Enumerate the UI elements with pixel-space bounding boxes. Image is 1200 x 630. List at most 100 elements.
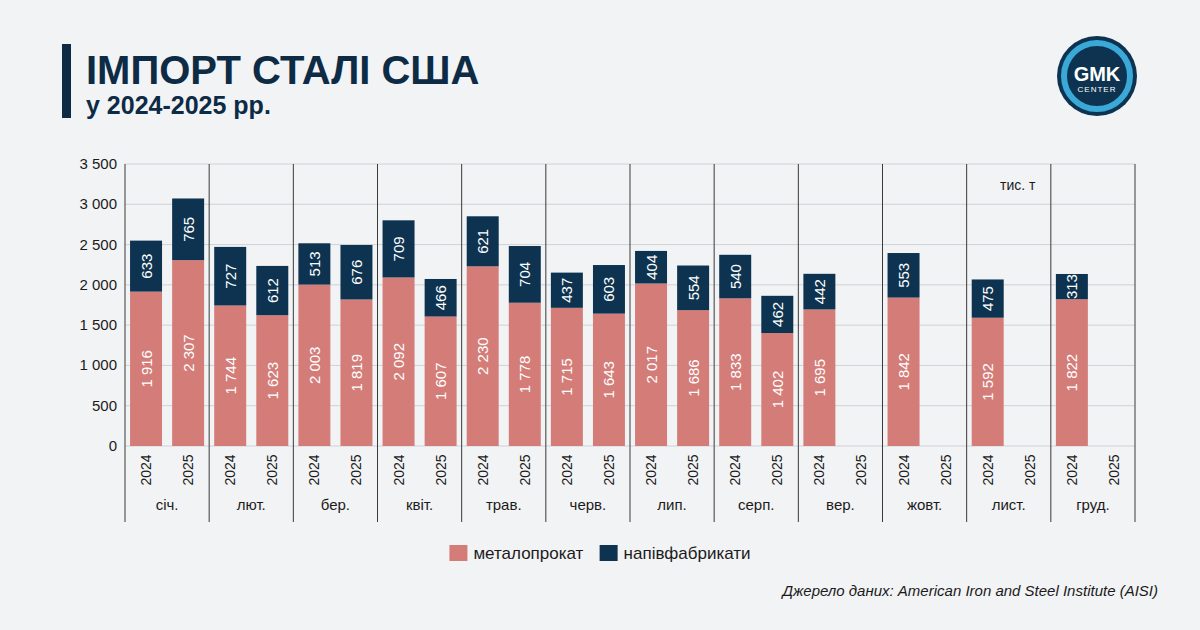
bars: [130, 198, 1088, 446]
bar-segment: [888, 298, 920, 446]
x-tick-label: 2025: [348, 454, 364, 485]
bar-segment: [214, 305, 246, 446]
group-label: січ.: [156, 496, 179, 513]
data-label: 1 842: [895, 353, 912, 391]
bar-segment: [509, 303, 541, 446]
bar-segment: [677, 310, 709, 446]
bar-segment: [130, 241, 162, 292]
bar-segment: [172, 260, 204, 446]
group-separator: [545, 164, 546, 522]
y-tick-label: 0: [109, 437, 117, 454]
bar-segment: [635, 283, 667, 446]
group-label: трав.: [486, 496, 522, 513]
x-tick-label: 2025: [264, 454, 280, 485]
data-label: 676: [348, 260, 365, 285]
y-tick-label: 3 500: [79, 155, 117, 172]
legend-swatch: [449, 545, 467, 561]
x-tick-label: 2024: [391, 454, 407, 485]
group-separator: [714, 164, 715, 522]
group-separator: [461, 164, 462, 522]
data-label: 765: [180, 217, 197, 242]
bar-segment: [425, 279, 457, 317]
data-label: 1 744: [222, 357, 239, 395]
data-label: 404: [643, 255, 660, 280]
legend: металопрокатнапівфабрикати: [449, 544, 750, 563]
x-tick-label: 2024: [980, 454, 996, 485]
bar-segment: [1056, 299, 1088, 446]
data-label: 554: [685, 275, 702, 300]
data-label: 2 017: [643, 346, 660, 384]
bar-segment: [425, 317, 457, 446]
bar-segment: [803, 274, 835, 310]
x-tick-label: 2024: [1064, 454, 1080, 485]
bar-segment: [761, 333, 793, 446]
group-separator: [966, 164, 967, 522]
x-tick-label: 2025: [517, 454, 533, 485]
group-label: серп.: [738, 496, 774, 513]
bar-segment: [383, 277, 415, 446]
bar-segment: [509, 246, 541, 303]
x-tick-label: 2025: [1106, 454, 1122, 485]
group-label: черв.: [570, 496, 607, 513]
data-label: 1 686: [685, 359, 702, 397]
bar-segment: [677, 266, 709, 311]
data-label: 1 607: [432, 362, 449, 400]
data-label: 603: [600, 277, 617, 302]
x-tick-label: 2025: [180, 454, 196, 485]
y-tick-label: 500: [92, 397, 117, 414]
legend-label: металопрокат: [473, 544, 583, 563]
bar-segment: [593, 265, 625, 314]
bar-segment: [551, 273, 583, 308]
group-label: груд.: [1076, 496, 1110, 513]
bar-segment: [803, 309, 835, 446]
data-label: 1 695: [811, 359, 828, 397]
x-tick-label: 2024: [138, 454, 154, 485]
group-label: квіт.: [406, 496, 433, 513]
data-label: 709: [390, 236, 407, 261]
logo-circle: [1057, 36, 1137, 116]
x-tick-label: 2024: [811, 454, 827, 485]
title-accent: [62, 44, 71, 118]
data-labels: 1 9166332 3077651 7447271 6236122 003513…: [138, 217, 1081, 409]
data-label: 1 592: [979, 363, 996, 401]
unit-label: тис. т: [1000, 177, 1036, 193]
bar-segment: [719, 298, 751, 446]
group-separator: [125, 164, 126, 522]
data-label: 1 819: [348, 354, 365, 392]
group-label: бер.: [321, 496, 350, 513]
group-separator: [377, 164, 378, 522]
data-label: 2 230: [474, 337, 491, 375]
bar-segment: [761, 296, 793, 333]
x-tick-label: 2024: [222, 454, 238, 485]
data-label: 612: [264, 278, 281, 303]
x-tick-label: 2025: [685, 454, 701, 485]
bar-segment: [298, 243, 330, 284]
group-label: лют.: [237, 496, 266, 513]
data-label: 437: [558, 278, 575, 303]
group-separator: [1050, 164, 1051, 522]
data-label: 462: [769, 302, 786, 327]
logo-inner: [1068, 47, 1126, 105]
data-label: 475: [979, 286, 996, 311]
data-label: 1 623: [264, 362, 281, 400]
data-label: 1 643: [600, 361, 617, 399]
bar-segment: [1056, 274, 1088, 299]
data-label: 442: [811, 279, 828, 304]
group-separator: [1135, 164, 1136, 522]
data-label: 540: [727, 264, 744, 289]
bar-segment: [972, 279, 1004, 317]
group-separator: [209, 164, 210, 522]
data-label: 1 715: [558, 358, 575, 396]
y-tick-label: 1 500: [79, 316, 117, 333]
bar-segment: [467, 216, 499, 266]
bar-segment: [635, 251, 667, 284]
bar-segment: [593, 314, 625, 446]
y-tick-label: 1 000: [79, 356, 117, 373]
bar-segment: [340, 245, 372, 299]
bar-segment: [888, 253, 920, 298]
x-tick-label: 2025: [433, 454, 449, 485]
x-tick-label: 2025: [853, 454, 869, 485]
title: ІМПОРТ СТАЛІ США: [86, 48, 479, 92]
logo-subtext: CENTER: [1078, 85, 1117, 94]
data-label: 1 778: [516, 356, 533, 394]
